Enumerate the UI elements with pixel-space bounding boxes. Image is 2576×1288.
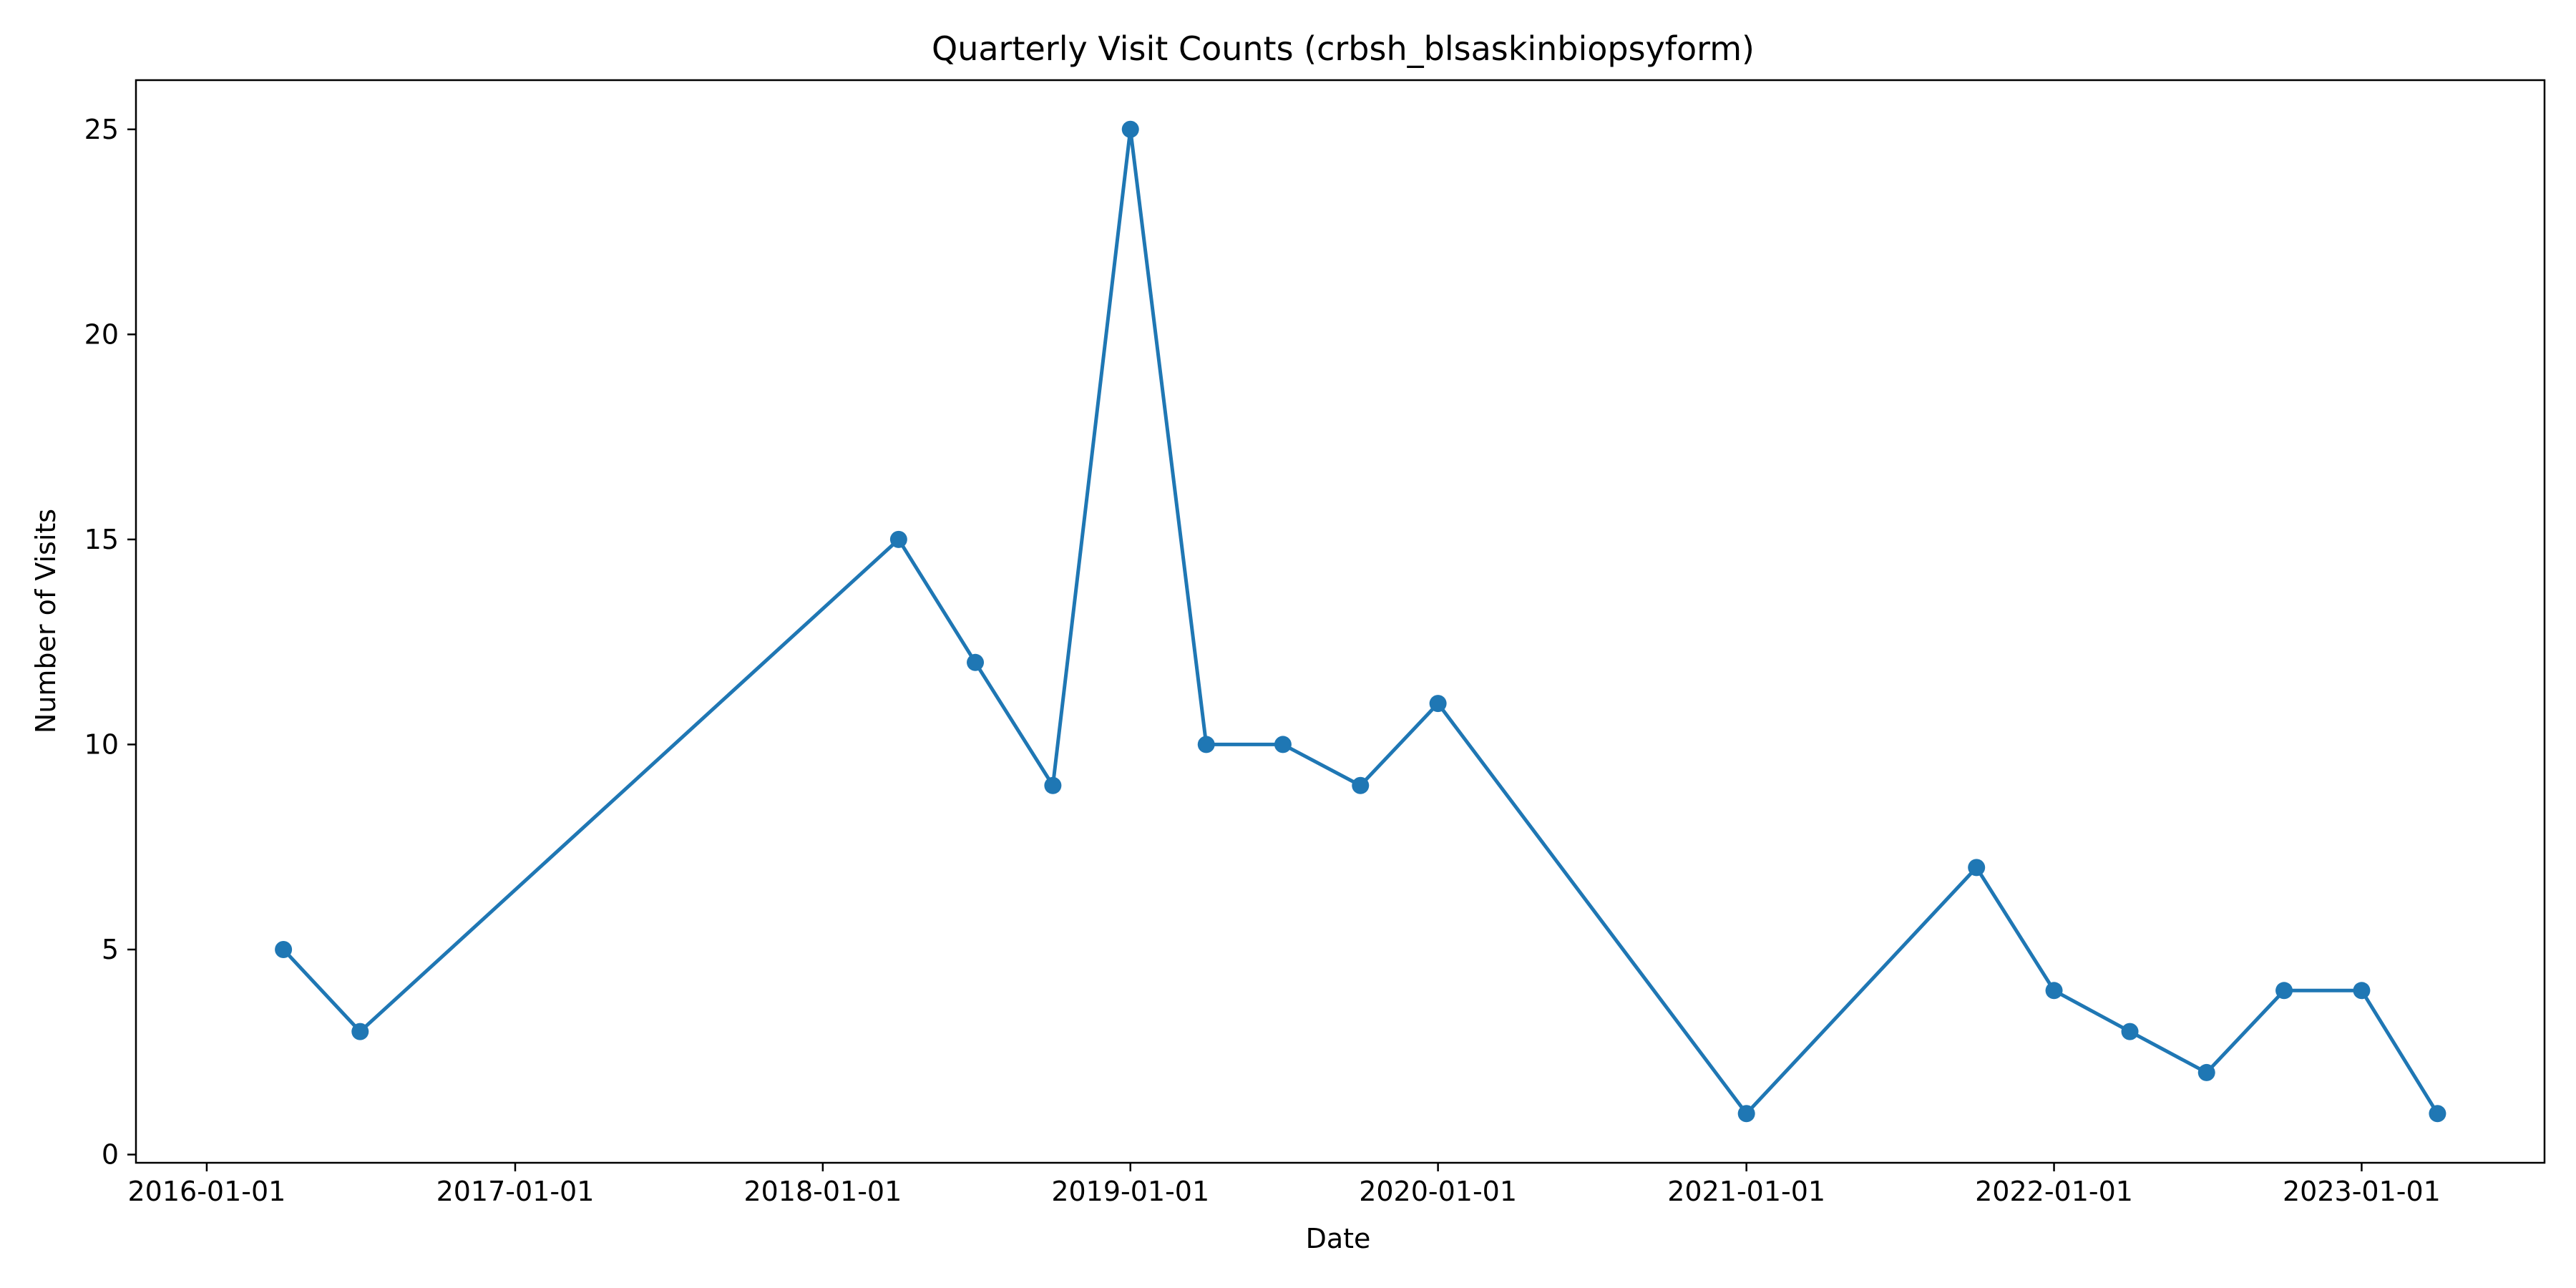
plot-area: [135, 79, 2546, 1164]
y-tick-label: 20: [84, 318, 119, 350]
data-point: [2045, 982, 2063, 1000]
x-tick-label: 2021-01-01: [1667, 1176, 1825, 1207]
data-point: [2197, 1063, 2215, 1081]
data-point: [1352, 776, 1370, 794]
x-tick-label: 2020-01-01: [1359, 1176, 1517, 1207]
x-tick-label: 2018-01-01: [743, 1176, 902, 1207]
data-point: [889, 530, 907, 548]
data-point: [2121, 1023, 2139, 1040]
y-tick-label: 15: [84, 524, 119, 555]
data-point: [967, 653, 985, 671]
data-point: [1044, 776, 1062, 794]
x-tick-label: 2017-01-01: [436, 1176, 595, 1207]
data-point: [1737, 1105, 1755, 1123]
y-axis: 0 5 10 15 20 25: [84, 114, 136, 1171]
x-axis-label: Date: [1306, 1223, 1371, 1254]
data-point: [2429, 1105, 2446, 1123]
data-point: [2353, 982, 2371, 1000]
x-tick-label: 2023-01-01: [2283, 1176, 2441, 1207]
data-point: [1274, 736, 1292, 753]
y-axis-label: Number of Visits: [30, 509, 62, 733]
x-tick-label: 2016-01-01: [128, 1176, 286, 1207]
data-point: [2275, 982, 2293, 1000]
data-point: [275, 940, 293, 958]
chart-title: Quarterly Visit Counts (crbsh_blsaskinbi…: [932, 29, 1755, 68]
series-line: [282, 127, 2439, 1116]
y-tick-label: 5: [102, 934, 119, 965]
data-point: [1197, 736, 1215, 753]
x-tick-label: 2022-01-01: [1975, 1176, 2133, 1207]
data-point: [351, 1023, 369, 1040]
data-point: [1121, 120, 1139, 138]
x-tick-label: 2019-01-01: [1051, 1176, 1209, 1207]
data-point: [1968, 859, 1986, 877]
data-point: [1429, 695, 1447, 713]
plot-frame: [135, 79, 2546, 1164]
series-group: [275, 120, 2446, 1123]
x-axis: 2016-01-01 2017-01-01 2018-01-01 2019-01-01…: [128, 1163, 2441, 1207]
y-tick-label: 0: [102, 1139, 119, 1171]
y-tick-label: 10: [84, 728, 119, 760]
y-tick-label: 25: [84, 114, 119, 145]
